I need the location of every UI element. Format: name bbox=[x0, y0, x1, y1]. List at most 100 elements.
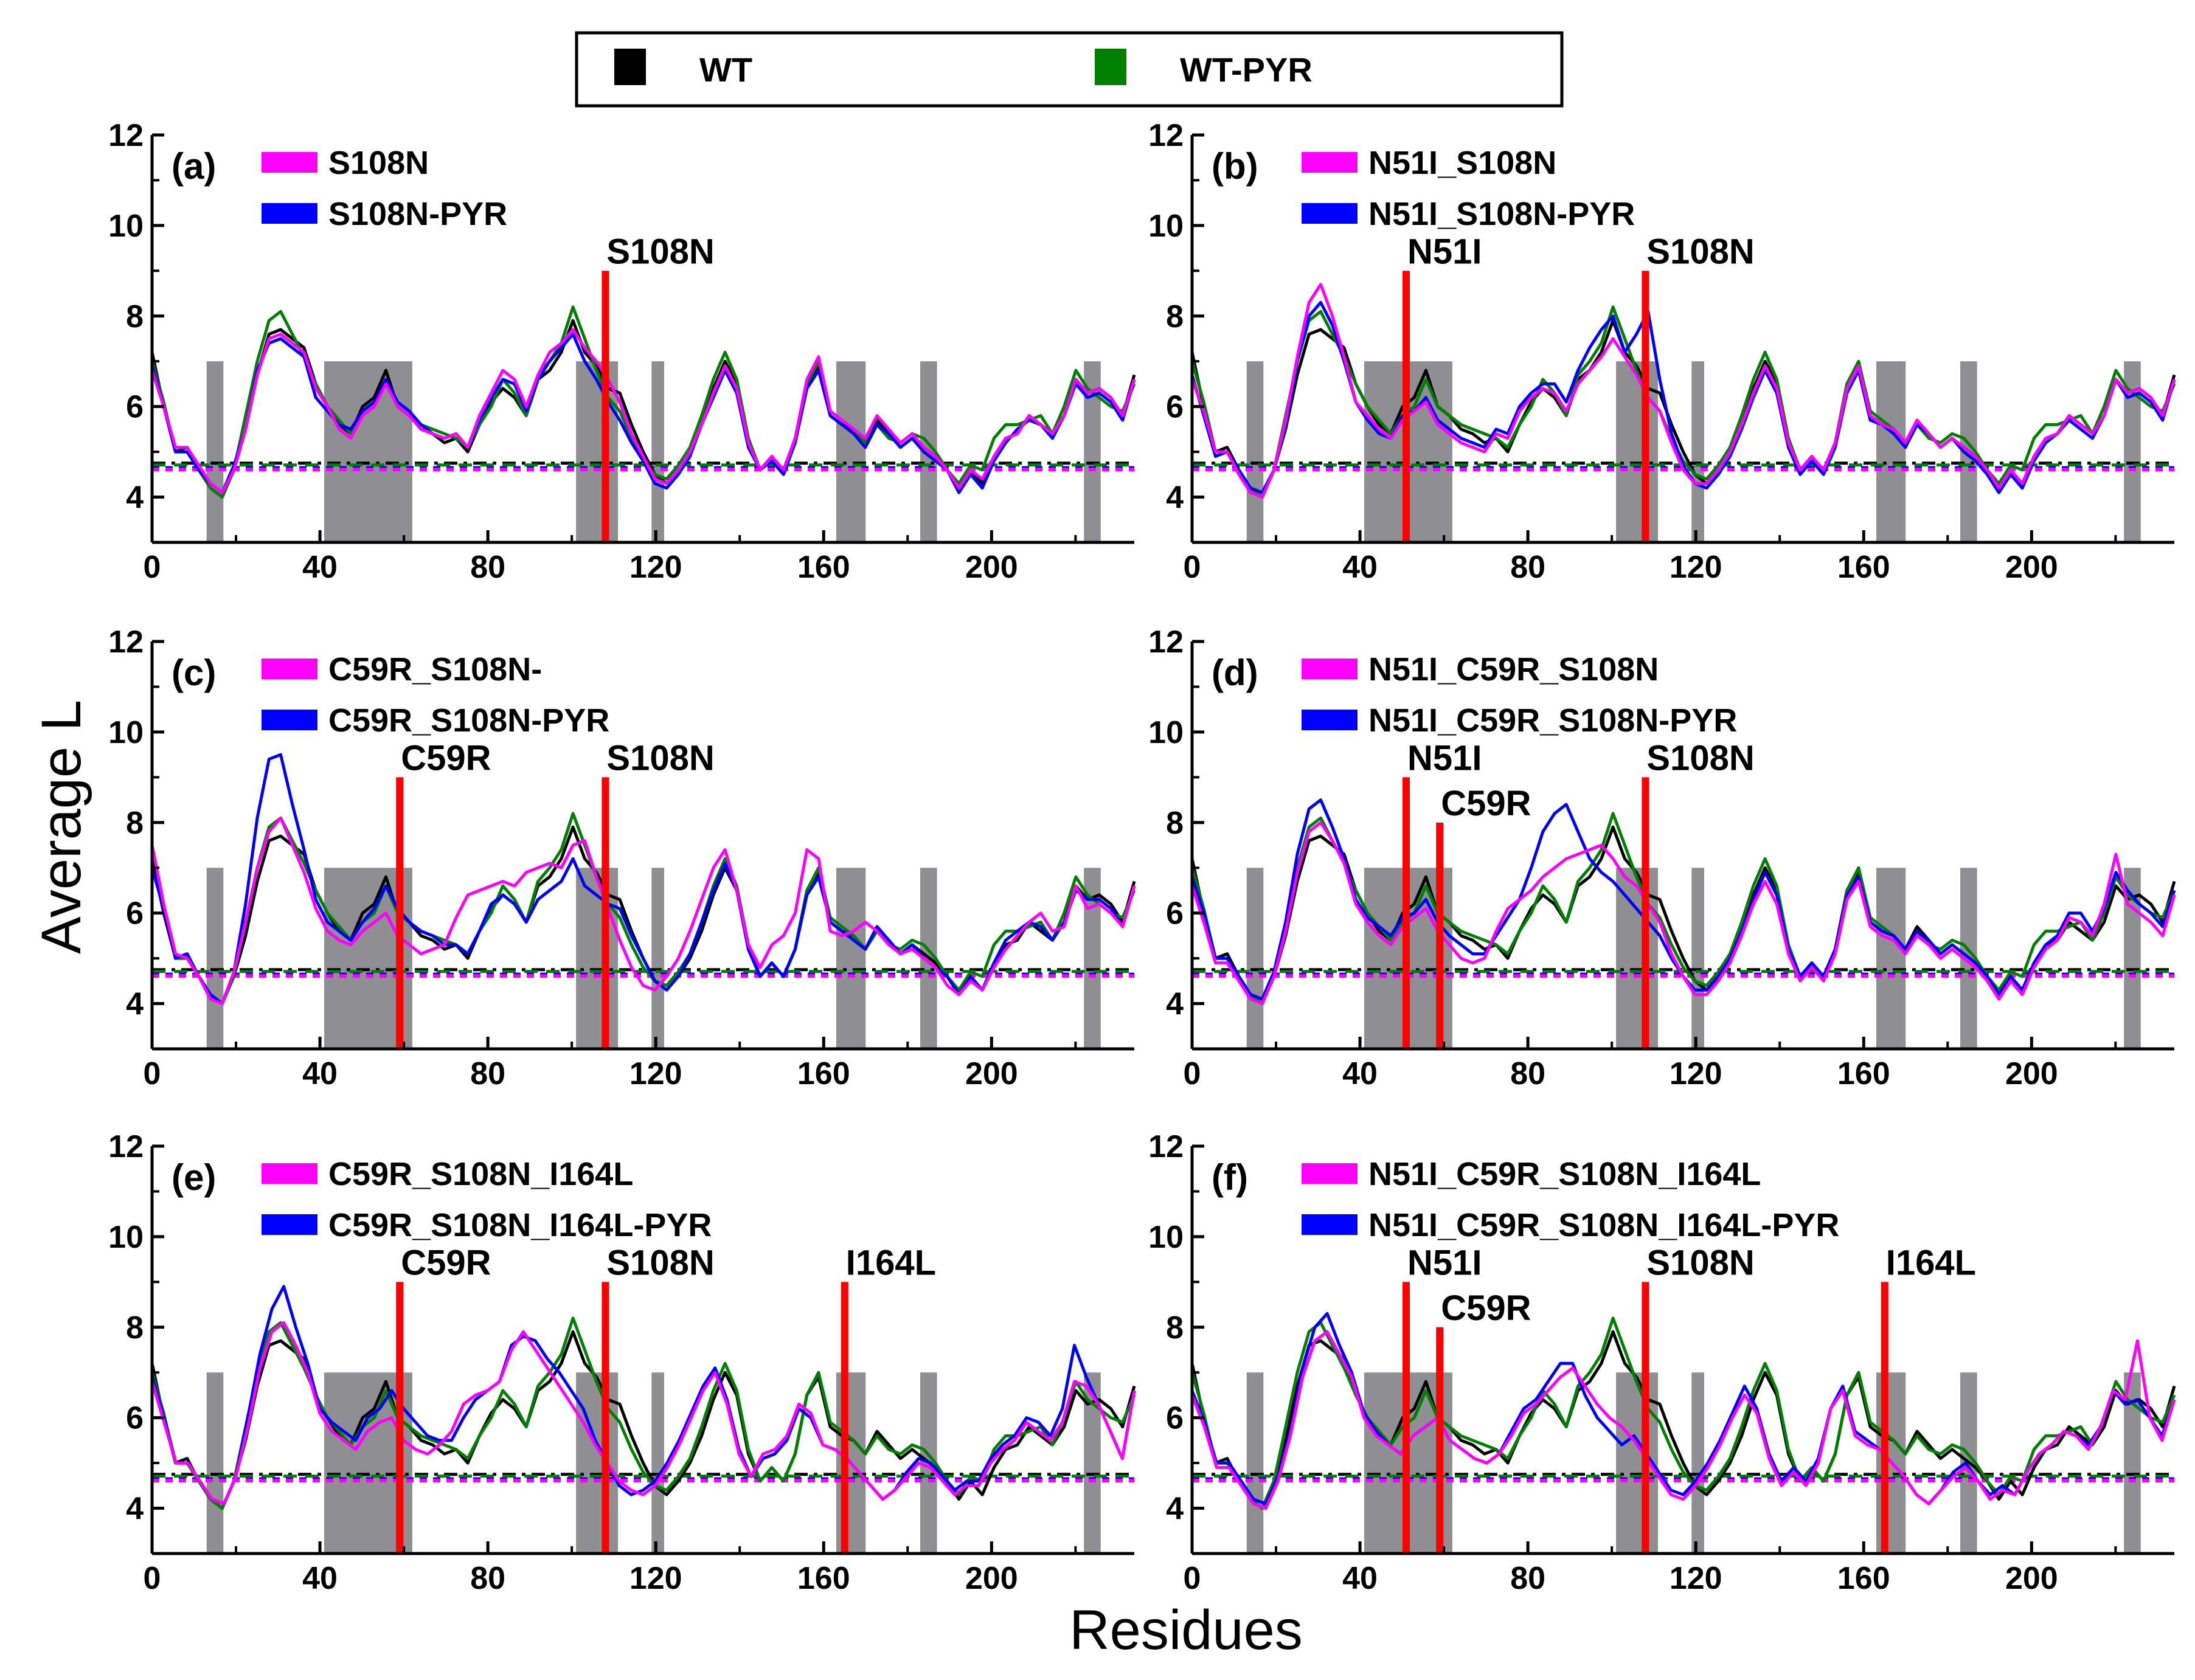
panel-label: (e) bbox=[172, 1157, 216, 1198]
mutation-marker bbox=[1436, 1327, 1444, 1554]
mutation-marker bbox=[396, 777, 404, 1049]
shaded-region bbox=[1876, 868, 1906, 1049]
x-tick-label: 120 bbox=[629, 1561, 682, 1596]
panel-label: (a) bbox=[172, 146, 216, 187]
mutation-marker bbox=[1642, 271, 1649, 542]
shaded-region bbox=[1246, 361, 1264, 542]
mutation-marker bbox=[1402, 777, 1410, 1049]
shaded-region bbox=[1246, 1372, 1264, 1554]
shaded-region bbox=[1616, 868, 1659, 1049]
top-legend-frame bbox=[575, 31, 1564, 108]
legend-label: C59R_S108N- bbox=[328, 651, 542, 688]
y-tick-label: 8 bbox=[126, 1310, 144, 1346]
legend-swatch-mutant-pyr bbox=[262, 710, 317, 730]
mutation-marker-label: N51I bbox=[1407, 738, 1482, 778]
y-tick-label: 10 bbox=[1148, 209, 1184, 244]
y-tick-label: 6 bbox=[126, 1401, 144, 1436]
series-line-mutant bbox=[1190, 821, 2176, 1006]
x-tick-label: 120 bbox=[1670, 550, 1722, 585]
legend-swatch-mutant-pyr bbox=[1302, 1214, 1358, 1235]
shaded-region bbox=[651, 361, 665, 542]
mutation-marker bbox=[1402, 271, 1410, 542]
x-tick-label: 160 bbox=[1837, 1561, 1890, 1596]
mutation-marker-label: I164L bbox=[1886, 1243, 1976, 1282]
mutation-marker bbox=[1436, 822, 1444, 1049]
shaded-region bbox=[576, 361, 619, 542]
legend-swatch-mutant bbox=[1302, 659, 1358, 679]
y-tick-label: 4 bbox=[126, 480, 144, 516]
shaded-region bbox=[1616, 361, 1659, 542]
y-tick-label: 8 bbox=[126, 299, 144, 334]
panel-label: (d) bbox=[1212, 652, 1258, 693]
x-tick-label: 0 bbox=[144, 1056, 161, 1091]
y-tick-label: 10 bbox=[108, 209, 144, 244]
y-tick-label: 6 bbox=[1166, 896, 1184, 932]
y-tick-label: 8 bbox=[1166, 299, 1184, 334]
legend-label-wt-pyr: WT-PYR bbox=[1180, 50, 1312, 89]
x-tick-label: 160 bbox=[1837, 1056, 1890, 1091]
x-tick-label: 80 bbox=[1510, 550, 1545, 585]
series-line-mutant bbox=[150, 1321, 1136, 1505]
legend-label: C59R_S108N_I164L bbox=[328, 1156, 633, 1192]
mutation-marker bbox=[602, 1282, 609, 1554]
legend-swatch-wt-pyr bbox=[1095, 49, 1126, 85]
mutation-marker-label: S108N bbox=[1646, 738, 1754, 778]
panel-label: (b) bbox=[1212, 146, 1258, 187]
x-tick-label: 80 bbox=[470, 1056, 505, 1091]
y-tick-label: 6 bbox=[126, 896, 144, 932]
y-tick-label: 6 bbox=[1166, 1401, 1184, 1436]
shaded-region bbox=[836, 361, 866, 542]
y-tick-label: 6 bbox=[1166, 390, 1184, 425]
x-tick-label: 160 bbox=[797, 550, 850, 585]
y-tick-label: 4 bbox=[1166, 987, 1184, 1022]
legend-label: N51I_C59R_S108N-PYR bbox=[1368, 702, 1737, 739]
legend-label: N51I_C59R_S108N_I164L-PYR bbox=[1368, 1207, 1839, 1243]
y-tick-label: 4 bbox=[126, 987, 144, 1022]
mutation-marker-label: C59R bbox=[1441, 1288, 1531, 1328]
y-tick-label: 12 bbox=[108, 1129, 144, 1164]
series-line-mutant-pyr bbox=[150, 333, 1136, 494]
mutation-marker bbox=[1402, 1282, 1410, 1554]
mutation-marker-label: N51I bbox=[1407, 232, 1482, 271]
shaded-region bbox=[651, 1372, 665, 1554]
x-tick-label: 200 bbox=[2005, 1561, 2058, 1596]
shaded-region bbox=[651, 868, 665, 1049]
shaded-region bbox=[206, 1372, 224, 1554]
series-line-wt-pyr bbox=[150, 812, 1136, 1006]
y-tick-label: 12 bbox=[108, 624, 144, 660]
x-tick-label: 120 bbox=[1670, 1561, 1722, 1596]
legend-label: N51I_C59R_S108N bbox=[1368, 651, 1659, 688]
shaded-region bbox=[1691, 361, 1705, 542]
mutation-marker-label: S108N bbox=[1646, 1243, 1754, 1282]
mutation-marker-label: N51I bbox=[1407, 1243, 1482, 1282]
y-tick-label: 12 bbox=[108, 118, 144, 153]
y-tick-label: 8 bbox=[1166, 806, 1184, 841]
shaded-region bbox=[324, 361, 412, 542]
mutation-marker-label: C59R bbox=[401, 738, 491, 778]
x-tick-label: 40 bbox=[302, 550, 338, 585]
mutation-marker bbox=[602, 271, 609, 542]
y-tick-label: 8 bbox=[126, 806, 144, 841]
legend-swatch-mutant-pyr bbox=[262, 203, 317, 224]
y-tick-label: 10 bbox=[1148, 1220, 1184, 1255]
x-tick-label: 120 bbox=[629, 1056, 682, 1091]
y-tick-label: 12 bbox=[1148, 118, 1184, 153]
y-tick-label: 10 bbox=[1148, 715, 1184, 750]
x-tick-label: 200 bbox=[2005, 550, 2058, 585]
x-tick-label: 80 bbox=[470, 1561, 505, 1596]
x-tick-label: 0 bbox=[1184, 550, 1201, 585]
x-tick-label: 80 bbox=[1510, 1056, 1545, 1091]
legend-swatch-mutant bbox=[1302, 152, 1358, 173]
legend-label: C59R_S108N-PYR bbox=[328, 702, 609, 739]
x-tick-label: 40 bbox=[1342, 1056, 1378, 1091]
series-line-mutant bbox=[150, 328, 1136, 494]
x-tick-label: 120 bbox=[1670, 1056, 1722, 1091]
x-tick-label: 40 bbox=[302, 1561, 338, 1596]
panel-label: (f) bbox=[1212, 1157, 1248, 1198]
shaded-region bbox=[576, 868, 619, 1049]
mutation-marker bbox=[602, 777, 609, 1049]
x-tick-label: 200 bbox=[965, 1056, 1018, 1091]
